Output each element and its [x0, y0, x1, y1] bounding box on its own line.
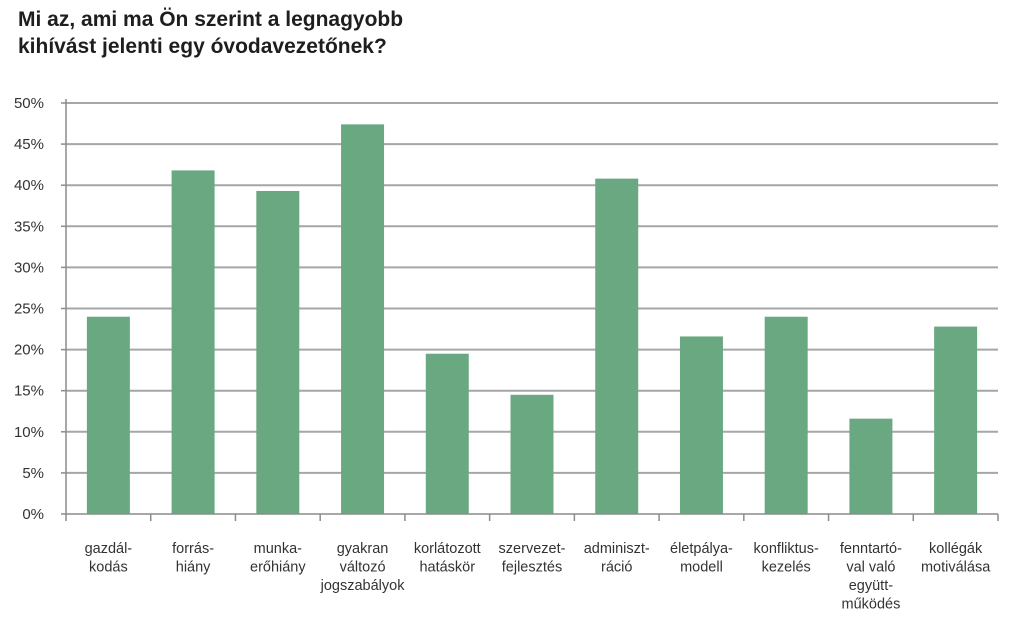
x-category-label-line: működés	[841, 597, 900, 613]
y-tick-label: 5%	[22, 465, 44, 482]
bar	[256, 190, 300, 515]
x-category-label: kollégák motiválása	[921, 541, 991, 576]
x-category-label-line: kollégák	[929, 541, 983, 557]
x-category-label-line: munka-	[254, 541, 303, 557]
axes	[65, 99, 999, 521]
bars	[86, 124, 978, 515]
x-category-label: gyakran változó jogszabályok	[320, 541, 406, 594]
y-tick-label: 10%	[14, 424, 44, 441]
x-category-label-line: erőhiány	[250, 560, 306, 576]
x-category-label-line: modell	[680, 560, 723, 576]
bar	[934, 326, 978, 514]
y-tick-label: 45%	[14, 136, 44, 153]
y-tick-label: 50%	[14, 95, 44, 112]
bar	[510, 394, 554, 514]
x-category-label-line: forrás-	[172, 541, 214, 557]
x-category-label-line: korlátozott	[414, 541, 481, 557]
y-tick-label: 15%	[14, 383, 44, 400]
x-category-label: munka-erőhiány	[250, 541, 306, 576]
y-tick-label: 25%	[14, 301, 44, 318]
x-category-label: korlátozott hatáskör	[414, 541, 481, 576]
x-category-label-line: fejlesztés	[502, 560, 562, 576]
bar	[595, 178, 639, 514]
x-category-label-line: kezelés	[762, 560, 811, 576]
y-tick-label: 30%	[14, 259, 44, 276]
bar	[171, 170, 215, 515]
x-category-label-line: fenntartó-	[840, 541, 902, 557]
x-category-label-line: gazdál-	[85, 541, 133, 557]
x-category-label-line: hatáskör	[419, 560, 475, 576]
x-category-label: forrás-hiány	[172, 541, 214, 576]
x-category-label: adminiszt-ráció	[584, 541, 650, 576]
x-category-label-line: konfliktus-	[754, 541, 819, 557]
x-category-label-line: együtt-	[849, 578, 893, 594]
y-tick-label: 20%	[14, 342, 44, 359]
x-category-label-line: motiválása	[921, 560, 991, 576]
x-category-label-line: adminiszt-	[584, 541, 650, 557]
y-tick-label: 0%	[22, 506, 44, 523]
bar	[764, 316, 808, 514]
x-category-label-line: ráció	[601, 560, 632, 576]
x-category-label-line: szervezet-	[499, 541, 566, 557]
x-category-label-line: val való	[846, 560, 895, 576]
x-category-label-line: gyakran	[337, 541, 389, 557]
x-category-label: életpálya-modell	[670, 541, 733, 576]
x-category-label-line: jogszabályok	[320, 578, 406, 594]
y-tick-label: 40%	[14, 177, 44, 194]
bar	[86, 316, 130, 514]
x-category-label: konfliktus-kezelés	[754, 541, 819, 576]
bar	[849, 418, 893, 514]
x-category-label: gazdál-kodás	[85, 541, 133, 576]
x-category-label-line: hiány	[176, 560, 211, 576]
chart-title: Mi az, ami ma Ön szerint a legnagyobb ki…	[18, 8, 404, 58]
bar	[341, 124, 385, 514]
x-category-label: szervezet-fejlesztés	[499, 541, 566, 576]
x-category-label: fenntartó-val való együtt-működés	[840, 541, 902, 613]
bar	[679, 336, 723, 514]
x-axis-labels: gazdál-kodás forrás-hiány munka-erőhiány gy…	[85, 541, 992, 613]
y-axis-ticks: 0% 5% 10% 15% 20% 25% 30% 35% 40% 45% 50%	[14, 95, 66, 523]
x-category-label-line: kodás	[89, 560, 128, 576]
bar	[425, 353, 469, 514]
y-tick-label: 35%	[14, 218, 44, 235]
x-category-label-line: életpálya-	[670, 541, 733, 557]
x-category-label-line: változó	[340, 560, 386, 576]
